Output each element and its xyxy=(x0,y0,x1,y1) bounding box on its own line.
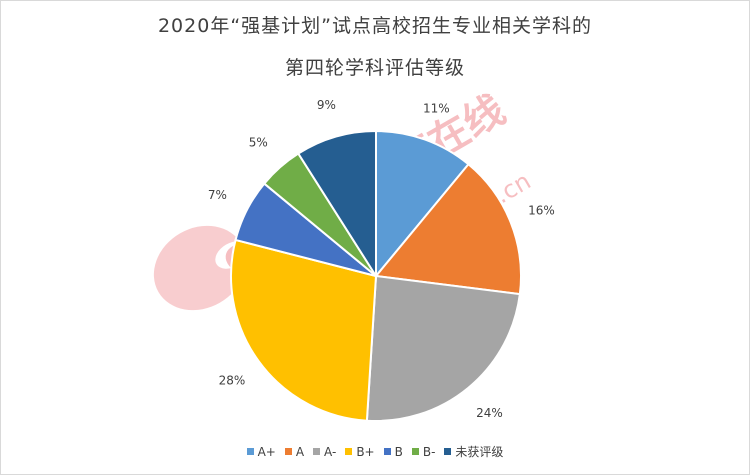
pie-slice-4 xyxy=(230,238,378,422)
legend-label-4: B+ xyxy=(356,444,375,459)
legend-label-2: A xyxy=(295,444,305,459)
data-label-7: 9% xyxy=(317,98,336,112)
pie-slice-3 xyxy=(365,274,521,422)
legend-swatch-6 xyxy=(411,448,419,455)
legend-label-1: A+ xyxy=(257,444,276,459)
legend-label-5: B xyxy=(394,444,403,459)
legend-item-6: B- xyxy=(411,444,436,459)
legend-item-1: A+ xyxy=(246,444,276,459)
data-label-2: 16% xyxy=(528,203,555,217)
legend-swatch-4 xyxy=(345,448,353,455)
pie-slice-7 xyxy=(296,129,377,280)
legend-swatch-1 xyxy=(246,448,254,455)
data-label-6: 5% xyxy=(249,135,268,149)
chart-title-line-2: 第四轮学科评估等级 xyxy=(284,57,465,79)
legend-item-7: 未获评级 xyxy=(444,443,503,460)
legend-item-5: B xyxy=(383,444,403,459)
chart-legend: A+ A A- B+ B B- 未获评级 xyxy=(0,443,750,460)
pie-slice-2 xyxy=(374,162,522,296)
chart-title-line-1: 2020年“强基计划”试点高校招生专业相关学科的 xyxy=(157,15,593,37)
data-label-4: 28% xyxy=(219,374,246,388)
pie-slice-1 xyxy=(375,129,470,279)
legend-item-4: B+ xyxy=(345,444,375,459)
data-label-5: 7% xyxy=(208,188,227,202)
legend-swatch-7 xyxy=(444,448,452,455)
legend-label-7: 未获评级 xyxy=(455,445,504,459)
legend-swatch-2 xyxy=(284,448,292,455)
legend-item-3: A- xyxy=(313,445,336,459)
data-label-3: 24% xyxy=(476,406,503,420)
legend-item-2: A xyxy=(284,444,305,459)
legend-swatch-5 xyxy=(383,448,391,455)
legend-swatch-3 xyxy=(313,448,321,455)
legend-label-3: A- xyxy=(324,444,337,459)
data-label-1: 11% xyxy=(423,102,450,116)
legend-label-6: B- xyxy=(422,444,436,459)
